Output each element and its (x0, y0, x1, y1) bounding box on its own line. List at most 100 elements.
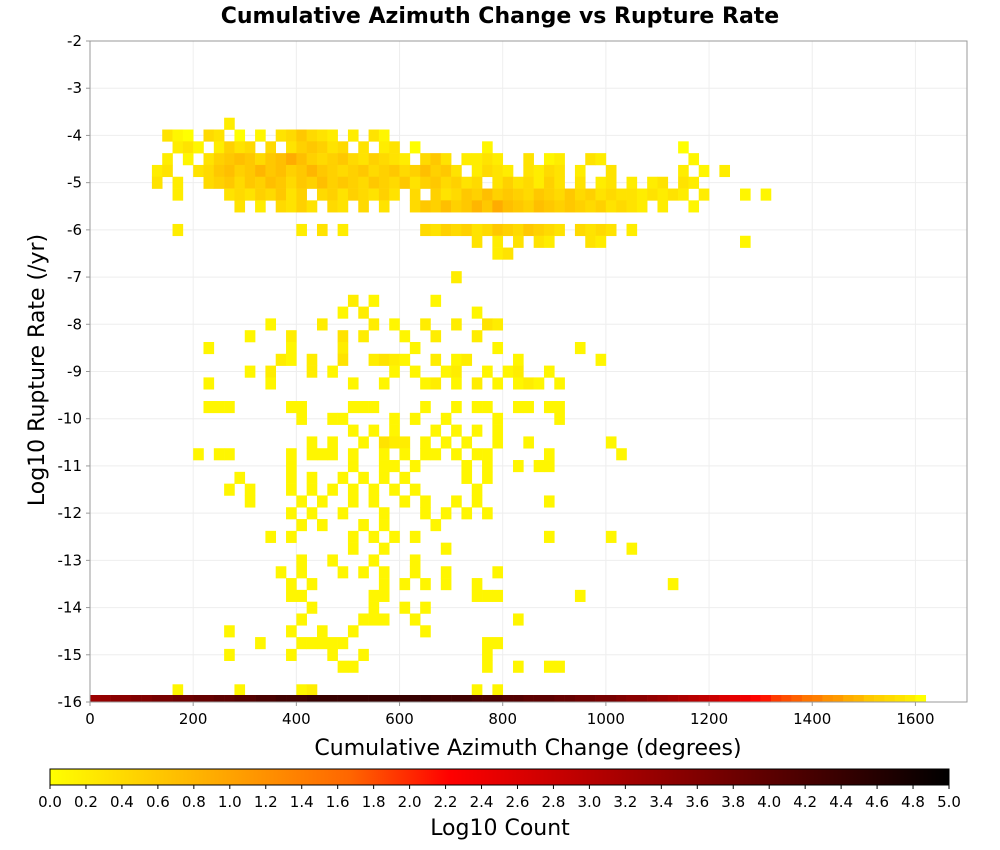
bottom-band-cell (213, 695, 225, 702)
heatmap-cell (224, 625, 235, 638)
heatmap-cell (316, 129, 328, 142)
heatmap-cell (378, 471, 390, 484)
heatmap-cell (543, 235, 555, 248)
heatmap-cell (378, 519, 390, 532)
heatmap-cell (492, 436, 504, 449)
heatmap-cell (409, 613, 421, 626)
bottom-band-cell (678, 695, 689, 702)
bottom-band-cell (770, 695, 782, 702)
heatmap-cell (296, 554, 307, 567)
heatmap-cell (358, 436, 369, 449)
heatmap-cell (698, 188, 710, 201)
heatmap-cell (688, 200, 700, 213)
heatmap-cell (337, 471, 349, 484)
heatmap-cell (244, 188, 256, 201)
heatmap-cell (286, 164, 297, 178)
bottom-band-cell (502, 695, 514, 702)
heatmap-cell (337, 200, 349, 213)
heatmap-cell (420, 176, 431, 189)
heatmap-cell (255, 188, 266, 201)
heatmap-cell (378, 613, 390, 626)
heatmap-cell (492, 637, 504, 650)
heatmap-cell (224, 648, 235, 661)
colorbar-tick-label: 1.6 (326, 793, 350, 811)
heatmap-cell (265, 365, 277, 378)
heatmap-cell (368, 483, 380, 496)
heatmap-cell (378, 448, 390, 461)
heatmap-cell (368, 495, 380, 508)
heatmap-cell (296, 153, 307, 166)
heatmap-cell (451, 200, 462, 213)
heatmap-cell (286, 648, 297, 661)
heatmap-cell (389, 424, 400, 437)
heatmap-cell (409, 141, 421, 154)
bottom-band-cell (905, 695, 916, 702)
heatmap-cell (347, 176, 359, 189)
colorbar-tick-label: 1.0 (218, 793, 242, 811)
heatmap-cell (358, 566, 369, 579)
heatmap-cell (368, 554, 380, 567)
heatmap-cell (554, 164, 565, 178)
heatmap-cell (172, 176, 184, 189)
heatmap-cell (430, 424, 442, 437)
heatmap-cell (409, 460, 421, 473)
heatmap-cell (595, 153, 607, 166)
heatmap-cell (203, 341, 215, 355)
heatmap-cell (224, 448, 235, 461)
bottom-band-cell (409, 695, 421, 702)
heatmap-cell (543, 365, 555, 378)
heatmap-cell (389, 530, 400, 543)
heatmap-cell (471, 153, 483, 166)
bottom-band-cell (729, 695, 741, 702)
heatmap-cell (554, 401, 565, 414)
heatmap-cell (399, 176, 411, 189)
heatmap-cell (688, 153, 700, 166)
heatmap-cell (358, 200, 369, 213)
heatmap-cell (162, 164, 173, 178)
heatmap-cell (626, 223, 638, 237)
heatmap-cell (420, 578, 431, 591)
x-tick-label: 1000 (587, 710, 625, 728)
heatmap-cell (430, 223, 442, 237)
colorbar (49, 768, 950, 786)
bottom-band-cell (110, 695, 122, 702)
heatmap-cell (316, 318, 328, 331)
heatmap-cell (378, 164, 390, 178)
heatmap-cell (471, 176, 483, 189)
heatmap-cell (430, 188, 442, 201)
heatmap-cell (451, 188, 462, 201)
heatmap-cell (182, 153, 194, 166)
colorbar-tick-label: 0.6 (146, 793, 170, 811)
colorbar-tick-label: 3.0 (577, 793, 601, 811)
heatmap-cell (316, 188, 328, 201)
heatmap-cell (523, 436, 534, 449)
heatmap-cell (492, 318, 504, 331)
heatmap-cell (296, 129, 307, 142)
heatmap-cell (193, 141, 204, 154)
heatmap-cell (172, 684, 184, 697)
heatmap-cell (678, 141, 689, 154)
heatmap-cell (471, 483, 483, 496)
heatmap-cell (647, 176, 658, 189)
bottom-band-cell (657, 695, 669, 702)
heatmap-cell (275, 188, 287, 201)
heatmap-cell (337, 176, 349, 189)
heatmap-cell (368, 530, 380, 543)
bottom-band-cell (451, 695, 462, 702)
heatmap-cell (482, 448, 493, 461)
heatmap-cell (667, 188, 679, 201)
heatmap-cell (636, 188, 648, 201)
heatmap-cell (461, 436, 473, 449)
heatmap-cell (275, 200, 287, 213)
heatmap-cell (461, 460, 473, 473)
heatmap-cell (296, 637, 307, 650)
heatmap-cell (368, 153, 380, 166)
heatmap-cell (358, 613, 369, 626)
bottom-band-cell (327, 695, 338, 702)
heatmap-cell (224, 401, 235, 414)
colorbar-tick-label: 0.2 (74, 793, 98, 811)
heatmap-cell (513, 200, 524, 213)
heatmap-cell (296, 141, 307, 154)
heatmap-cell (327, 153, 338, 166)
